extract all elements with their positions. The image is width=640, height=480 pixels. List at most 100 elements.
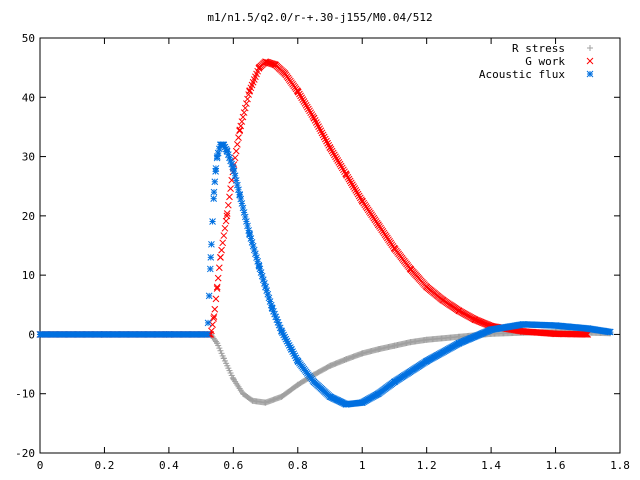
data-point	[262, 399, 269, 406]
data-point	[326, 144, 334, 152]
data-point	[581, 331, 589, 338]
data-point	[552, 322, 559, 329]
data-point	[342, 401, 350, 408]
data-point	[346, 177, 354, 185]
y-tick-label: 0	[28, 328, 35, 341]
y-tick-label: -20	[15, 447, 35, 460]
data-point	[321, 135, 329, 143]
y-tick-label: 20	[22, 210, 35, 223]
data-point	[220, 141, 228, 149]
x-tick-label: 0.6	[223, 459, 243, 472]
data-point	[374, 390, 382, 398]
data-point	[350, 183, 357, 190]
data-point	[224, 201, 232, 209]
data-marks	[36, 58, 614, 408]
data-point	[213, 153, 221, 160]
data-point	[246, 230, 253, 237]
data-point	[258, 272, 266, 280]
data-point	[374, 221, 382, 229]
data-point	[358, 197, 366, 205]
legend-label: Acoustic flux	[479, 68, 565, 81]
data-point	[303, 103, 311, 111]
data-point	[281, 70, 289, 77]
data-point	[240, 209, 248, 216]
data-point	[211, 178, 219, 186]
data-point	[349, 181, 356, 189]
data-point	[211, 305, 219, 313]
data-point	[218, 246, 225, 254]
x-tick-label: 0.4	[159, 459, 179, 472]
data-point	[319, 131, 327, 139]
data-point	[347, 179, 355, 187]
data-point	[213, 285, 221, 292]
data-point	[302, 101, 310, 109]
data-point	[207, 254, 215, 261]
data-point	[221, 224, 229, 232]
data-point	[208, 240, 215, 248]
data-point	[212, 295, 220, 303]
data-point	[328, 147, 336, 155]
data-point	[250, 246, 258, 254]
data-point	[259, 276, 267, 284]
y-tick-label: 40	[22, 91, 35, 104]
data-point	[240, 390, 246, 397]
data-point	[214, 274, 222, 282]
data-point	[359, 350, 366, 357]
x-tick-label: 1.2	[417, 459, 437, 472]
data-point	[270, 60, 277, 68]
x-tick-label: 0.2	[95, 459, 115, 472]
data-point	[308, 111, 316, 118]
y-tick-label: 10	[22, 269, 35, 282]
data-point	[352, 187, 360, 194]
data-point	[423, 357, 431, 365]
x-tick-label: 1.8	[610, 459, 630, 472]
data-point	[232, 147, 240, 155]
legend-label: G work	[525, 55, 565, 68]
data-point	[235, 134, 242, 141]
data-point	[219, 239, 227, 247]
data-point	[329, 149, 337, 157]
data-point	[220, 232, 228, 239]
data-point	[519, 328, 527, 335]
data-point	[244, 222, 251, 230]
data-point	[324, 139, 331, 147]
data-point	[271, 61, 279, 69]
y-tick-label: 30	[22, 151, 35, 164]
data-point	[36, 331, 44, 338]
data-point	[310, 114, 318, 122]
data-point	[210, 195, 218, 203]
data-point	[306, 107, 313, 115]
data-point	[338, 164, 346, 172]
x-tick-label: 0.8	[288, 459, 308, 472]
data-point	[236, 126, 244, 134]
plot-frame	[39, 37, 621, 454]
data-point	[294, 357, 302, 365]
data-point	[583, 331, 591, 338]
data-point	[320, 133, 328, 141]
legend-marker	[587, 45, 593, 51]
data-point	[204, 331, 211, 338]
data-point	[244, 95, 251, 103]
data-point	[246, 88, 253, 95]
legend-label: R stress	[512, 42, 565, 55]
data-point	[255, 262, 263, 270]
data-point	[423, 283, 431, 291]
data-point	[343, 356, 350, 363]
data-point	[323, 137, 330, 145]
data-point	[345, 175, 353, 183]
data-point	[391, 245, 398, 252]
data-point	[375, 346, 382, 353]
data-point	[204, 319, 212, 327]
axes: 0 0.2 0.4 0.6 0.8 1 1.2 1.4 1.6 1.8 -20 -10 0 10 20 30 4…	[15, 32, 630, 472]
data-point	[407, 339, 414, 346]
data-point	[229, 165, 237, 172]
series-g-work	[36, 58, 592, 338]
data-point	[165, 331, 173, 338]
data-point	[342, 171, 350, 178]
data-point	[301, 100, 309, 107]
x-tick-label: 1.6	[546, 459, 566, 472]
data-point	[249, 397, 256, 404]
data-point	[243, 100, 250, 107]
data-point	[294, 88, 302, 95]
